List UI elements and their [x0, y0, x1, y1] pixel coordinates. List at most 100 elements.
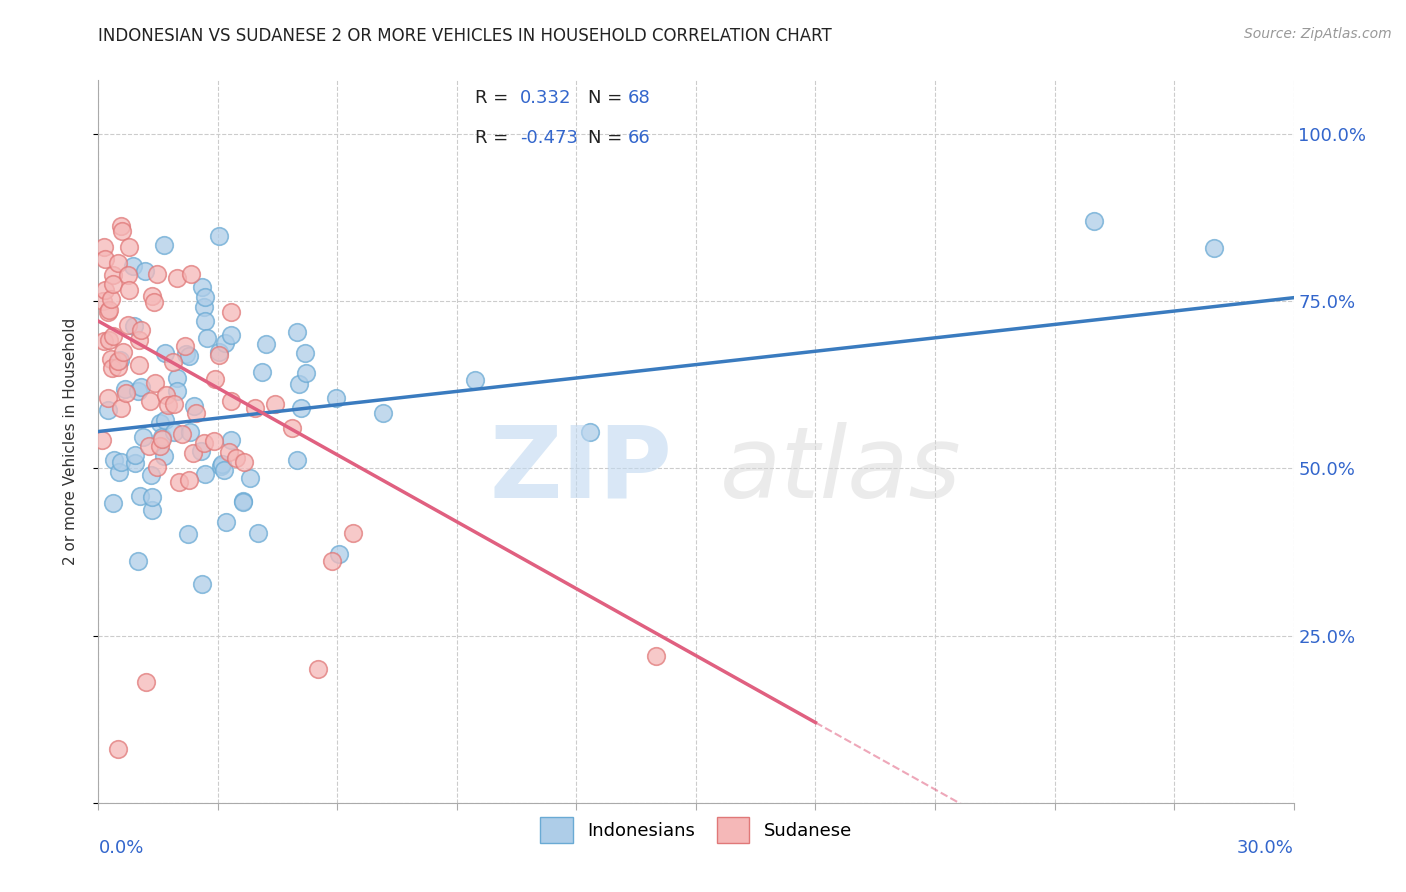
Point — [250, 365, 273, 379]
Point — [150, 432, 173, 446]
Point — [193, 301, 215, 315]
Point — [138, 439, 160, 453]
Point — [118, 240, 141, 254]
Point — [219, 433, 242, 447]
Point — [190, 279, 212, 293]
Point — [254, 337, 277, 351]
Text: 0.332: 0.332 — [520, 89, 572, 107]
Point — [111, 224, 134, 238]
Point — [124, 448, 146, 462]
Point — [162, 355, 184, 369]
Point — [325, 391, 347, 405]
Point — [219, 304, 242, 318]
Point — [166, 271, 188, 285]
Point — [233, 454, 256, 468]
Point — [328, 547, 350, 561]
Point — [97, 391, 120, 405]
Point — [149, 439, 172, 453]
Point — [294, 366, 316, 380]
Point — [96, 402, 118, 417]
Point — [107, 256, 129, 270]
Point — [1202, 241, 1225, 255]
Point — [94, 252, 117, 266]
Point — [190, 444, 212, 458]
Point — [98, 333, 121, 347]
Point — [239, 471, 262, 485]
Point — [290, 401, 312, 416]
Point — [111, 344, 134, 359]
Point — [132, 429, 155, 443]
Point — [225, 450, 247, 465]
Point — [191, 577, 214, 591]
Point — [172, 426, 194, 441]
Point — [100, 293, 122, 307]
Point — [153, 449, 176, 463]
Point — [212, 463, 235, 477]
Point — [156, 398, 179, 412]
Point — [107, 354, 129, 368]
Text: R =: R = — [475, 129, 513, 147]
Point — [129, 323, 152, 337]
Point — [150, 430, 173, 444]
Text: R =: R = — [475, 89, 513, 107]
Point — [173, 338, 195, 352]
Point — [103, 329, 125, 343]
Point — [146, 460, 169, 475]
Point — [294, 346, 316, 360]
Point — [177, 350, 200, 364]
Point — [202, 434, 225, 449]
Point — [108, 465, 131, 479]
Point — [155, 388, 177, 402]
Point — [183, 399, 205, 413]
Point — [163, 425, 186, 439]
Point — [93, 240, 115, 254]
Point — [128, 359, 150, 373]
Point — [194, 467, 217, 481]
Point — [321, 554, 343, 568]
Point — [181, 446, 204, 460]
Point — [94, 284, 117, 298]
Text: -0.473: -0.473 — [520, 129, 578, 147]
Point — [645, 648, 668, 663]
Point — [153, 346, 176, 360]
Point — [194, 314, 217, 328]
Point — [143, 376, 166, 391]
Point — [98, 303, 121, 318]
Text: INDONESIAN VS SUDANESE 2 OR MORE VEHICLES IN HOUSEHOLD CORRELATION CHART: INDONESIAN VS SUDANESE 2 OR MORE VEHICLE… — [98, 27, 832, 45]
Point — [215, 515, 238, 529]
Point — [166, 384, 188, 398]
Point — [232, 495, 254, 509]
Point — [373, 406, 395, 420]
Point — [139, 393, 162, 408]
Point — [118, 283, 141, 297]
Point — [101, 268, 124, 282]
Text: 68: 68 — [628, 89, 651, 107]
Text: 0.0%: 0.0% — [98, 838, 143, 857]
Point — [110, 219, 132, 233]
Point — [218, 444, 240, 458]
Point — [141, 502, 163, 516]
Text: Source: ZipAtlas.com: Source: ZipAtlas.com — [1244, 27, 1392, 41]
Y-axis label: 2 or more Vehicles in Household: 2 or more Vehicles in Household — [63, 318, 77, 566]
Point — [174, 347, 197, 361]
Point — [281, 421, 304, 435]
Point — [464, 373, 486, 387]
Point — [108, 353, 131, 368]
Text: N =: N = — [589, 89, 628, 107]
Point — [91, 293, 114, 308]
Point — [153, 413, 176, 427]
Text: ZIP: ZIP — [489, 422, 672, 519]
Text: 30.0%: 30.0% — [1237, 838, 1294, 857]
Point — [141, 289, 163, 303]
Point — [117, 318, 139, 333]
Point — [145, 267, 167, 281]
Point — [288, 377, 311, 392]
Point — [110, 455, 132, 469]
Point — [142, 294, 165, 309]
Point — [219, 393, 242, 408]
Point — [90, 433, 112, 447]
Point — [139, 468, 162, 483]
Point — [193, 436, 215, 450]
Point — [342, 526, 364, 541]
Text: N =: N = — [589, 129, 628, 147]
